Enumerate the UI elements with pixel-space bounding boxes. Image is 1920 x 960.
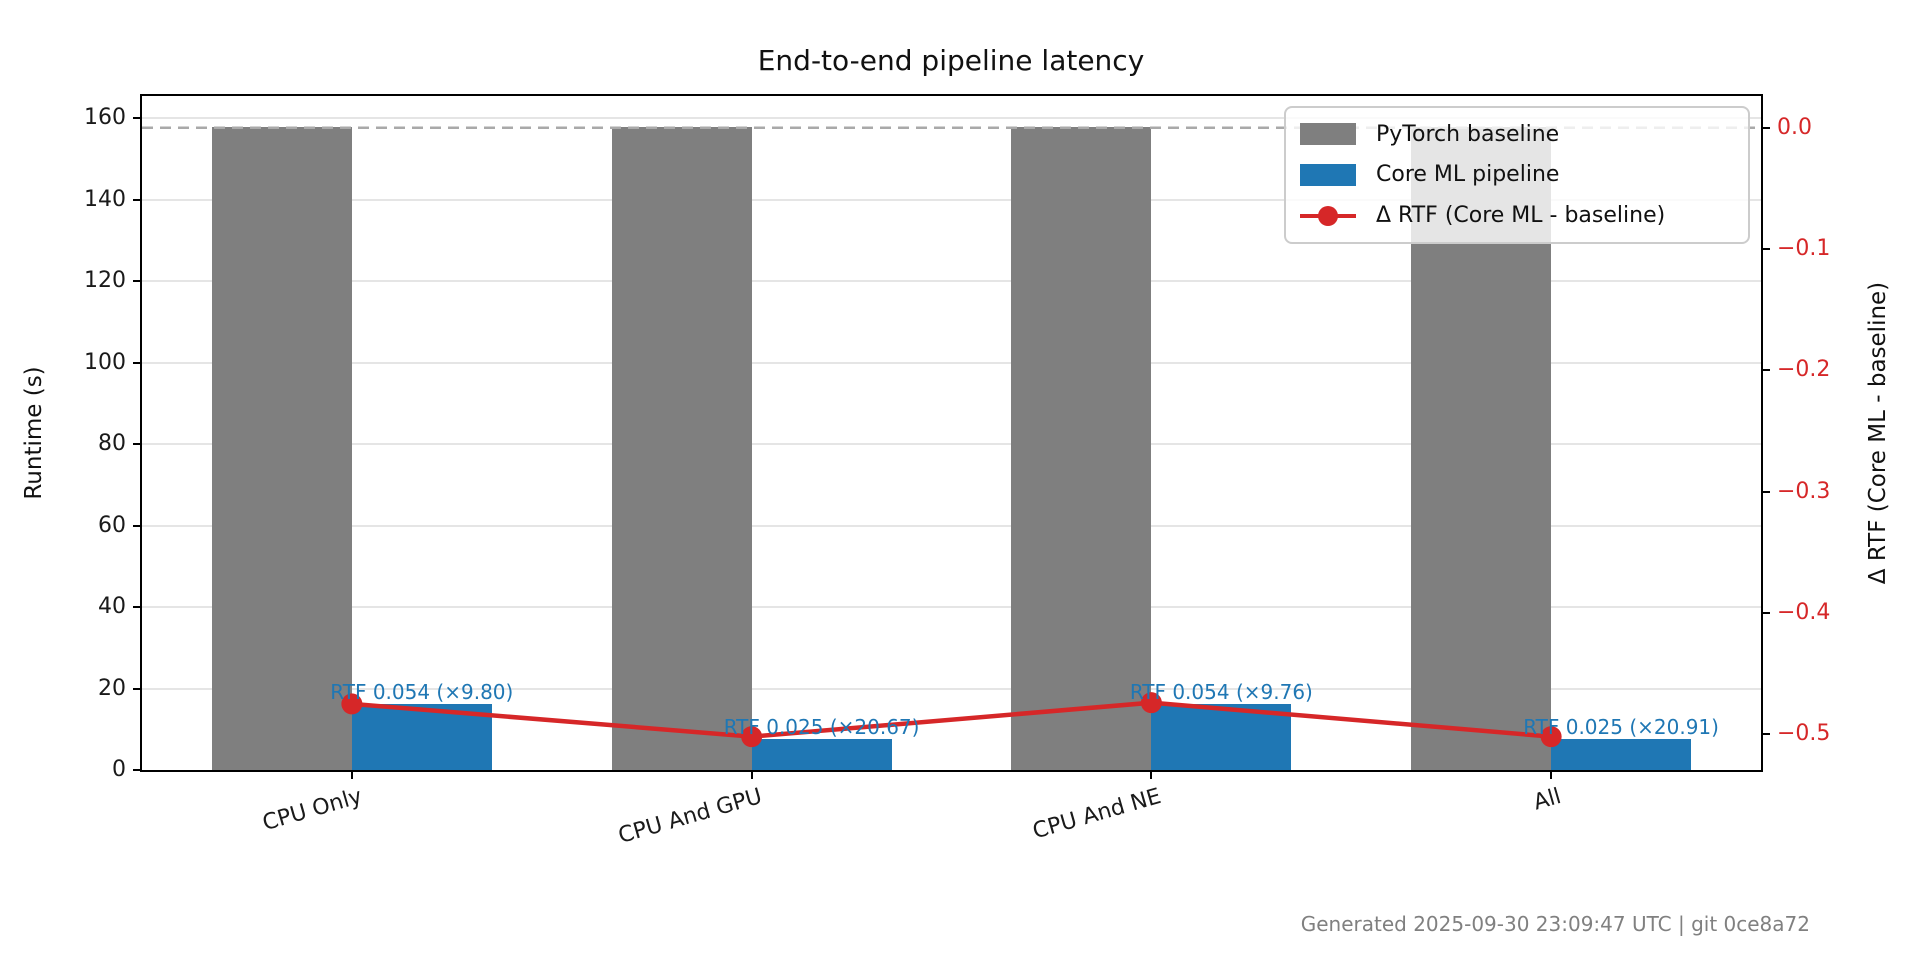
legend-label-delta: Δ RTF (Core ML - baseline): [1376, 203, 1666, 229]
y-left-tick-mark: [133, 687, 140, 690]
legend-item-delta: Δ RTF (Core ML - baseline): [1300, 203, 1734, 228]
y-right-tick-label: −0.2: [1777, 357, 1831, 383]
y-left-tick-mark: [133, 117, 140, 120]
y-left-tick-mark: [133, 198, 140, 201]
bar-annotation: RTF 0.025 (×20.67): [723, 715, 920, 740]
legend-label-coreml: Core ML pipeline: [1376, 162, 1560, 188]
bar-coreml: [1151, 704, 1292, 770]
gridline: [142, 280, 1761, 283]
x-tick-mark: [750, 772, 753, 779]
bar-baseline: [211, 127, 352, 770]
plot-area: RTF 0.054 (×9.80) RTF 0.025 (×20.67) RTF 0…: [140, 94, 1763, 772]
x-tick-mark: [1550, 772, 1553, 779]
gridline: [142, 443, 1761, 446]
y-left-tick-label: 120: [84, 268, 126, 294]
y-right-tick-label: −0.3: [1777, 478, 1831, 504]
y-left-tick-mark: [133, 769, 140, 771]
y-left-tick-label: 100: [84, 349, 126, 375]
right-axis-label: Δ RTF (Core ML - baseline): [1865, 281, 1891, 585]
gridline: [142, 524, 1761, 527]
y-left-tick-label: 160: [84, 105, 126, 131]
chart-title: End-to-end pipeline latency: [757, 44, 1145, 77]
y-right-tick-label: 0.0: [1777, 114, 1812, 140]
legend: PyTorch baseline Core ML pipeline Δ RTF …: [1284, 106, 1750, 244]
y-right-tick-mark: [1763, 611, 1770, 614]
y-right-tick-label: −0.4: [1777, 599, 1831, 625]
delta-rtf-marker: [1540, 726, 1562, 748]
y-left-tick-label: 40: [98, 594, 126, 620]
bar-baseline: [611, 127, 752, 770]
y-left-tick-mark: [133, 361, 140, 364]
x-tick-label: CPU Only: [259, 784, 365, 837]
y-right-tick-mark: [1763, 733, 1770, 736]
x-tick-label: All: [1530, 784, 1565, 816]
x-tick-label: CPU And NE: [1030, 784, 1165, 845]
bar-coreml: [751, 739, 892, 770]
bar-baseline: [1011, 127, 1152, 770]
y-left-tick-label: 60: [98, 512, 126, 538]
y-right-tick-mark: [1763, 490, 1770, 493]
x-tick-label: CPU And GPU: [615, 784, 765, 849]
legend-swatch-coreml: [1300, 163, 1356, 186]
legend-swatch-delta-line: [1300, 205, 1356, 227]
line-series-layer: [142, 126, 1761, 748]
bar-annotation: RTF 0.054 (×9.80): [330, 680, 514, 705]
gridline: [142, 687, 1761, 690]
legend-swatch-baseline: [1300, 123, 1356, 146]
y-left-tick-mark: [133, 524, 140, 527]
bar-coreml: [1551, 739, 1692, 770]
y-right-tick-label: −0.5: [1777, 721, 1831, 747]
y-right-tick-mark: [1763, 369, 1770, 372]
y-left-tick-label: 20: [98, 675, 126, 701]
x-tick-mark: [1150, 772, 1153, 779]
gridline: [142, 606, 1761, 609]
footer-note: Generated 2025-09-30 23:09:47 UTC | git …: [1300, 912, 1810, 936]
bar-annotation: RTF 0.025 (×20.91): [1523, 715, 1719, 740]
legend-item-baseline: PyTorch baseline: [1300, 122, 1734, 147]
gridline: [142, 117, 1761, 120]
y-left-tick-mark: [133, 280, 140, 283]
y-left-tick-label: 0: [112, 757, 126, 782]
x-tick-mark: [350, 772, 353, 779]
gridline: [142, 361, 1761, 364]
y-right-tick-mark: [1763, 248, 1770, 251]
y-left-tick-label: 80: [98, 431, 126, 457]
y-left-tick-mark: [133, 606, 140, 609]
bar-annotation: RTF 0.054 (×9.76): [1129, 680, 1313, 705]
y-left-tick-mark: [133, 443, 140, 446]
y-right-tick-label: −0.1: [1777, 236, 1831, 262]
delta-rtf-marker: [741, 726, 763, 748]
delta-rtf-line: [351, 700, 1552, 739]
legend-label-baseline: PyTorch baseline: [1376, 121, 1560, 147]
gridline: [142, 198, 1761, 201]
y-right-tick-mark: [1763, 126, 1770, 129]
y-left-tick-label: 140: [84, 186, 126, 212]
delta-rtf-marker: [1140, 692, 1162, 714]
delta-rtf-marker: [341, 693, 363, 715]
legend-item-coreml: Core ML pipeline: [1300, 162, 1734, 187]
